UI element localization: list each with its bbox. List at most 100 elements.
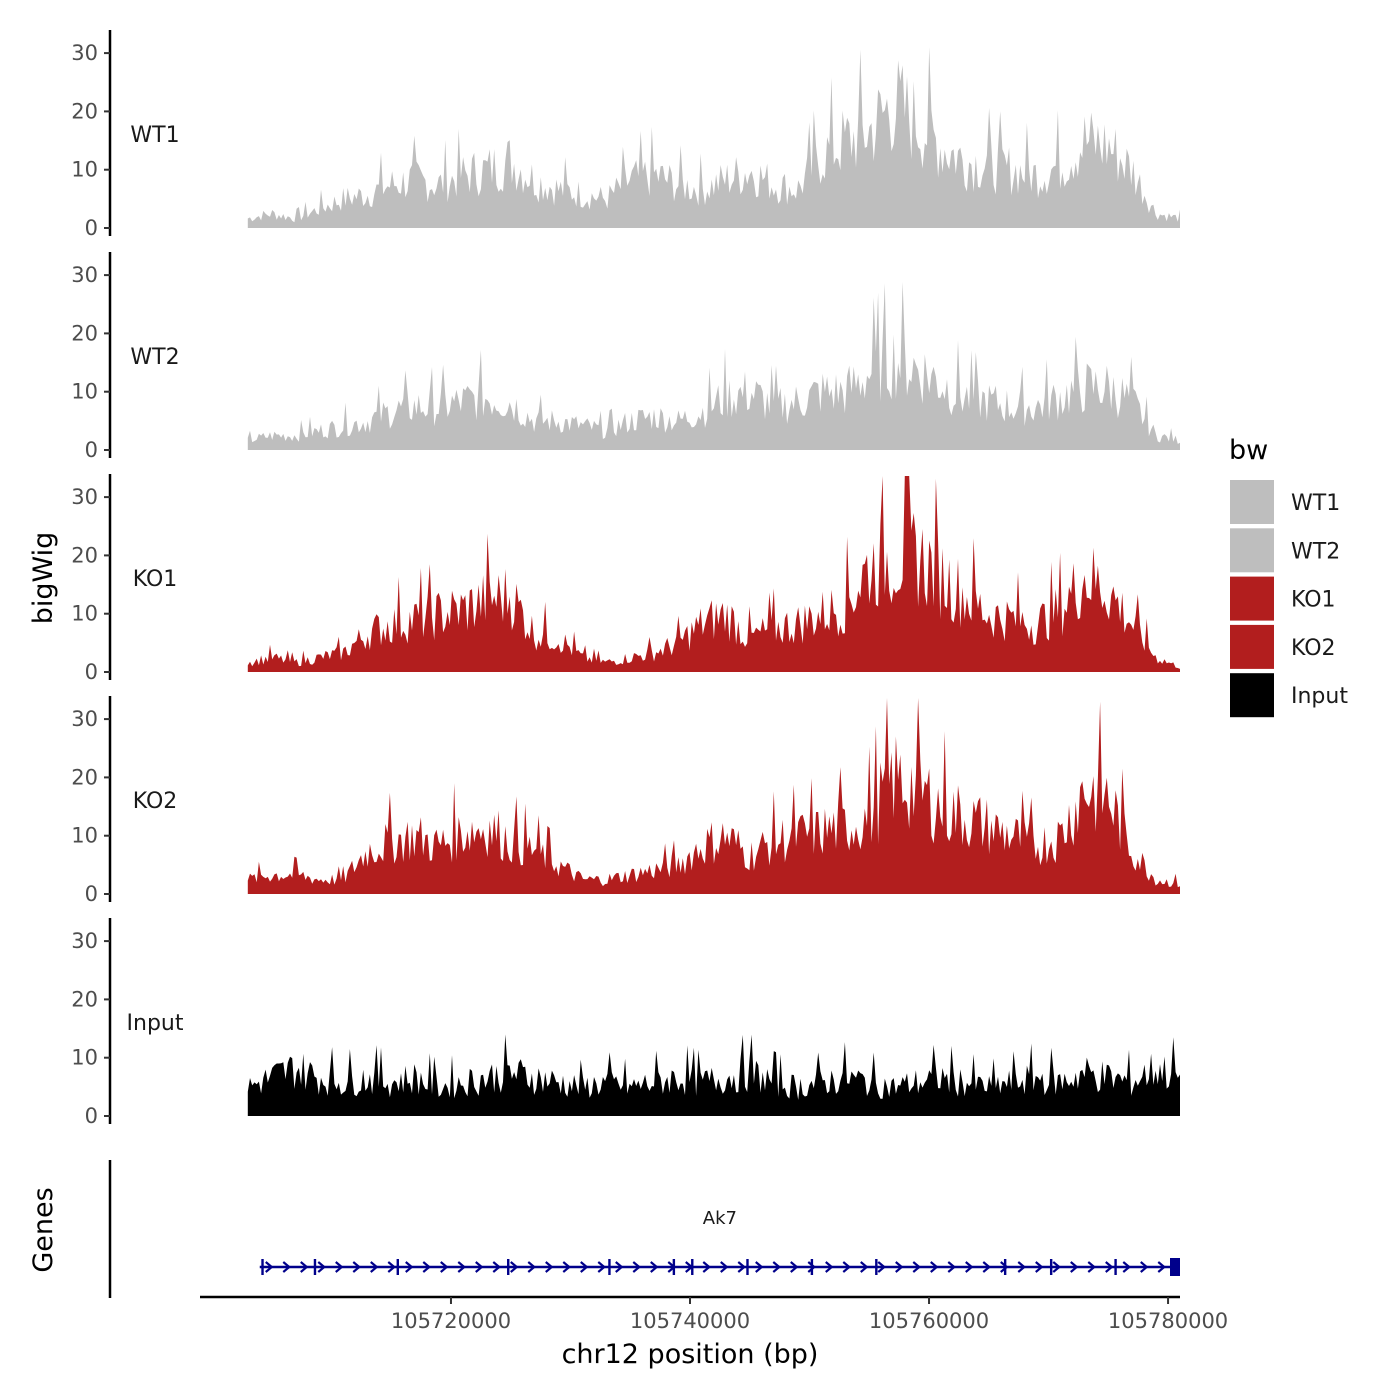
strand-arrow xyxy=(772,1261,781,1273)
track-label-input: Input xyxy=(127,1011,184,1036)
strand-arrow xyxy=(650,1261,659,1273)
strand-arrow xyxy=(807,1261,816,1273)
y-tick-label: 30 xyxy=(71,929,98,953)
gene-exon xyxy=(746,1259,749,1275)
strand-arrow xyxy=(282,1261,291,1273)
strand-arrow xyxy=(1122,1261,1131,1273)
signal-area-input xyxy=(247,1034,1181,1116)
signal-area-ko2 xyxy=(247,698,1181,894)
strand-arrow xyxy=(1070,1261,1079,1273)
legend-key xyxy=(1230,528,1274,573)
x-tick-label: 105780000 xyxy=(1108,1309,1228,1333)
gene-exon xyxy=(1114,1259,1117,1275)
strand-arrow xyxy=(597,1261,606,1273)
gene-exon-terminal xyxy=(1170,1258,1180,1276)
strand-arrow xyxy=(790,1261,799,1273)
legend-label: WT2 xyxy=(1291,539,1340,564)
y-tick-label: 10 xyxy=(71,824,98,848)
y-tick-label: 20 xyxy=(71,99,98,123)
legend: bw WT1 WT2 KO1 KO2 Input xyxy=(1229,435,1348,718)
gene-label: Ak7 xyxy=(703,1208,737,1229)
track-wt2: 0 10 20 30 WT2 xyxy=(71,252,1181,462)
strand-arrow xyxy=(632,1261,641,1273)
strand-arrow xyxy=(545,1261,554,1273)
strand-arrow xyxy=(1157,1261,1166,1273)
gene-exon xyxy=(261,1259,264,1275)
strand-arrow xyxy=(1017,1261,1026,1273)
y-tick-label: 20 xyxy=(71,765,98,789)
legend-entry-wt1: WT1 xyxy=(1230,480,1340,524)
strand-arrow xyxy=(317,1261,326,1273)
legend-entry-ko1: KO1 xyxy=(1230,576,1336,621)
strand-arrow xyxy=(335,1261,344,1273)
strand-arrow xyxy=(370,1261,379,1273)
gene-exon xyxy=(672,1259,676,1275)
legend-label: KO2 xyxy=(1291,636,1336,661)
y-tick-label: 0 xyxy=(85,660,98,684)
gene-exon xyxy=(691,1259,694,1275)
gene-exon xyxy=(608,1259,611,1275)
legend-key xyxy=(1230,480,1274,524)
strand-arrow xyxy=(457,1261,466,1273)
y-tick-label: 20 xyxy=(71,543,98,567)
strand-arrow xyxy=(982,1261,991,1273)
strand-arrow xyxy=(895,1261,904,1273)
strand-arrow xyxy=(422,1261,431,1273)
y-axis-title: bigWig xyxy=(28,532,59,625)
y-tick-label: 30 xyxy=(71,707,98,731)
signal-area-wt1 xyxy=(247,47,1181,228)
strand-arrow xyxy=(860,1261,869,1273)
strand-arrow xyxy=(930,1261,939,1273)
y-tick-label: 10 xyxy=(71,1046,98,1070)
strand-arrow xyxy=(615,1261,624,1273)
strand-arrow xyxy=(527,1261,536,1273)
strand-arrow xyxy=(562,1261,571,1273)
strand-arrow xyxy=(510,1261,519,1273)
y-tick-label: 20 xyxy=(71,321,98,345)
strand-arrow xyxy=(1035,1261,1044,1273)
strand-arrow xyxy=(842,1261,851,1273)
strand-arrow xyxy=(580,1261,589,1273)
strand-arrow xyxy=(702,1261,711,1273)
gene-exon xyxy=(1049,1259,1053,1275)
strand-arrow xyxy=(352,1261,361,1273)
x-axis-title: chr12 position (bp) xyxy=(562,1339,819,1370)
legend-entry-ko2: KO2 xyxy=(1230,624,1336,669)
track-label-wt2: WT2 xyxy=(130,345,179,370)
gene-exon xyxy=(507,1259,510,1275)
strand-arrow xyxy=(1052,1261,1061,1273)
track-ko1: 0 10 20 30 KO1 xyxy=(71,474,1181,684)
legend-key xyxy=(1230,576,1274,621)
gene-exon xyxy=(875,1259,878,1275)
legend-key xyxy=(1230,673,1274,718)
track-label-wt1: WT1 xyxy=(130,123,179,148)
y-tick-label: 30 xyxy=(71,263,98,287)
y-tick-label: 0 xyxy=(85,216,98,240)
track-ko2: 0 10 20 30 KO2 xyxy=(71,696,1181,906)
strand-arrow xyxy=(965,1261,974,1273)
legend-title: bw xyxy=(1229,435,1268,466)
gene-exon xyxy=(396,1259,399,1275)
strand-arrow xyxy=(825,1261,834,1273)
y-tick-label: 0 xyxy=(85,1104,98,1128)
track-input: 0 10 20 30 Input xyxy=(71,918,1181,1128)
bigwig-panels: 0 10 20 30 WT1 0 10 20 30 WT2 0 10 20 30 KO1 0 10 20 30 KO2… xyxy=(71,30,1181,1128)
track-label-ko2: KO2 xyxy=(133,789,178,814)
strand-arrow xyxy=(387,1261,396,1273)
strand-arrow xyxy=(405,1261,414,1273)
x-tick-label: 105740000 xyxy=(630,1309,750,1333)
genes-axis-title: Genes xyxy=(28,1187,59,1272)
strand-arrow xyxy=(440,1261,449,1273)
strand-arrow xyxy=(1000,1261,1009,1273)
y-tick-label: 20 xyxy=(71,987,98,1011)
y-tick-label: 10 xyxy=(71,158,98,182)
legend-label: Input xyxy=(1291,684,1348,709)
y-tick-label: 0 xyxy=(85,438,98,462)
y-tick-label: 30 xyxy=(71,485,98,509)
x-axis: 105720000 105740000 105760000 105780000 xyxy=(200,1295,1228,1333)
strand-arrow xyxy=(475,1261,484,1273)
y-tick-label: 10 xyxy=(71,380,98,404)
y-tick-label: 10 xyxy=(71,602,98,626)
signal-area-wt2 xyxy=(247,281,1181,450)
